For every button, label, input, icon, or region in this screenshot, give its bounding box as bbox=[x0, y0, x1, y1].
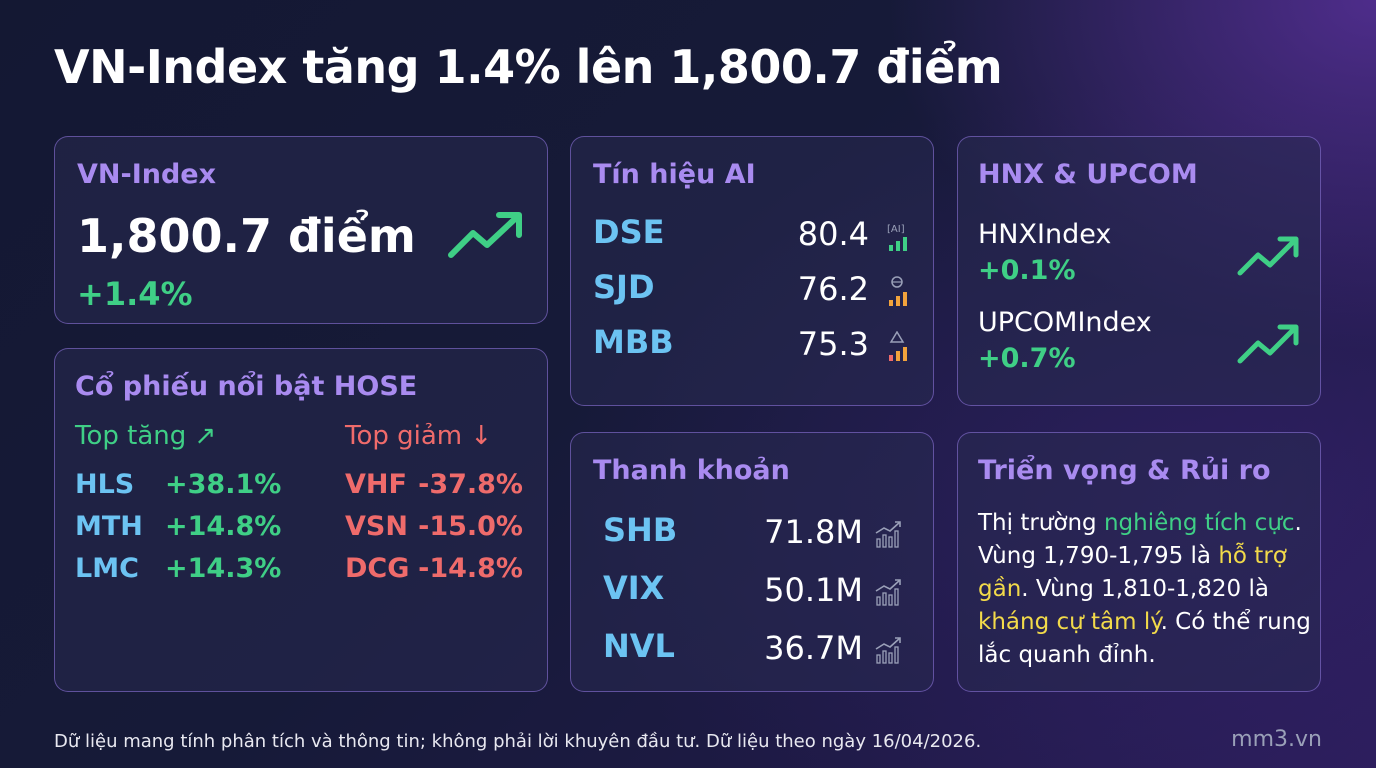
gainer-pct: +14.3% bbox=[165, 553, 282, 584]
liquidity-value: 36.7M bbox=[764, 629, 863, 667]
outlook-highlight-support: hỗ trợ gần bbox=[978, 543, 1287, 602]
ai-signals-card: Tín hiệu AI DSE 80.4 [AI] SJD 76.2 MBB 7… bbox=[570, 136, 934, 406]
hnx-index-change: +0.1% bbox=[978, 255, 1076, 286]
loser-pct: -14.8% bbox=[418, 553, 523, 584]
outlook-text-part: Thị trường bbox=[978, 510, 1104, 536]
upcom-index-name: UPCOMIndex bbox=[978, 307, 1152, 338]
top-movers-card: Cổ phiếu nổi bật HOSE Top tăng ↗ Top giả… bbox=[54, 348, 548, 692]
gainers-heading: Top tăng ↗ bbox=[75, 421, 217, 451]
liquidity-ticker: SHB bbox=[603, 511, 678, 549]
hnx-upcom-title: HNX & UPCOM bbox=[978, 159, 1198, 190]
outlook-text-part: . Vùng 1,790-1,795 là bbox=[978, 510, 1302, 569]
gainer-ticker: MTH bbox=[75, 511, 143, 542]
liquidity-card: Thanh khoản SHB 71.8M VIX 50.1M NVL 36.7… bbox=[570, 432, 934, 692]
svg-text:[AI]: [AI] bbox=[887, 224, 905, 235]
hnx-upcom-card: HNX & UPCOM HNXIndex +0.1% UPCOMIndex +0… bbox=[957, 136, 1321, 406]
hnx-index-name: HNXIndex bbox=[978, 219, 1112, 250]
gainer-pct: +38.1% bbox=[165, 469, 282, 500]
outlook-highlight-resistance: kháng cự tâm lý bbox=[978, 609, 1161, 635]
loser-pct: -37.8% bbox=[418, 469, 523, 500]
ai-signal-row: MBB 75.3 bbox=[593, 323, 915, 367]
loser-ticker: VSN bbox=[345, 511, 408, 542]
trend-up-icon bbox=[1237, 236, 1299, 276]
gainer-ticker: LMC bbox=[75, 553, 139, 584]
gainer-ticker: HLS bbox=[75, 469, 135, 500]
ai-signal-score: 76.2 bbox=[797, 270, 869, 308]
liquidity-row: VIX 50.1M bbox=[603, 569, 903, 617]
outlook-text: Thị trường nghiêng tích cực. Vùng 1,790-… bbox=[978, 507, 1314, 672]
liquidity-title: Thanh khoản bbox=[593, 455, 790, 486]
vn-index-card: VN-Index 1,800.7 điểm +1.4% bbox=[54, 136, 548, 324]
loser-ticker: DCG bbox=[345, 553, 410, 584]
loser-pct: -15.0% bbox=[418, 511, 523, 542]
ai-signal-score: 75.3 bbox=[797, 325, 869, 363]
top-movers-title: Cổ phiếu nổi bật HOSE bbox=[75, 371, 418, 402]
ai-signal-ticker: MBB bbox=[593, 323, 674, 361]
trend-up-icon bbox=[1237, 324, 1299, 364]
liquidity-row: SHB 71.8M bbox=[603, 511, 903, 559]
liquidity-ticker: VIX bbox=[603, 569, 665, 607]
loser-ticker: VHF bbox=[345, 469, 407, 500]
ai-signal-score: 80.4 bbox=[797, 215, 869, 253]
vn-index-value: 1,800.7 điểm bbox=[77, 209, 416, 263]
outlook-highlight-positive: nghiêng tích cực bbox=[1103, 510, 1295, 536]
ai-signal-row: DSE 80.4 [AI] bbox=[593, 213, 915, 257]
outlook-card: Triển vọng & Rủi ro Thị trường nghiêng t… bbox=[957, 432, 1321, 692]
ai-signal-row: SJD 76.2 bbox=[593, 268, 915, 312]
page-title: VN-Index tăng 1.4% lên 1,800.7 điểm bbox=[54, 40, 1003, 94]
warning-signal-icon bbox=[889, 331, 907, 361]
trend-up-icon bbox=[448, 212, 522, 258]
outlook-text-part: . Có thể rung lắc quanh đỉnh. bbox=[978, 609, 1311, 668]
brain-signal-icon bbox=[889, 276, 907, 306]
losers-heading: Top giảm ↓ bbox=[345, 421, 493, 451]
ai-signal-icon: [AI] bbox=[887, 224, 907, 251]
outlook-text-part: . Vùng 1,810-1,820 là bbox=[1021, 576, 1269, 602]
vn-index-change: +1.4% bbox=[77, 275, 193, 313]
liquidity-value: 50.1M bbox=[764, 571, 863, 609]
liquidity-ticker: NVL bbox=[603, 627, 675, 665]
gainer-pct: +14.8% bbox=[165, 511, 282, 542]
bar-chart-icon bbox=[875, 521, 901, 548]
liquidity-value: 71.8M bbox=[764, 513, 863, 551]
bar-chart-icon bbox=[875, 579, 901, 606]
vn-index-label: VN-Index bbox=[77, 159, 217, 190]
outlook-title: Triển vọng & Rủi ro bbox=[978, 455, 1271, 486]
liquidity-row: NVL 36.7M bbox=[603, 627, 903, 675]
upcom-index-change: +0.7% bbox=[978, 343, 1076, 374]
bar-chart-icon bbox=[875, 637, 901, 664]
ai-signal-ticker: DSE bbox=[593, 213, 665, 251]
ai-signal-ticker: SJD bbox=[593, 268, 655, 306]
disclaimer-footer: Dữ liệu mang tính phân tích và thông tin… bbox=[54, 731, 982, 752]
brand-link[interactable]: mm3.vn bbox=[1231, 727, 1322, 752]
ai-signals-title: Tín hiệu AI bbox=[593, 159, 756, 190]
